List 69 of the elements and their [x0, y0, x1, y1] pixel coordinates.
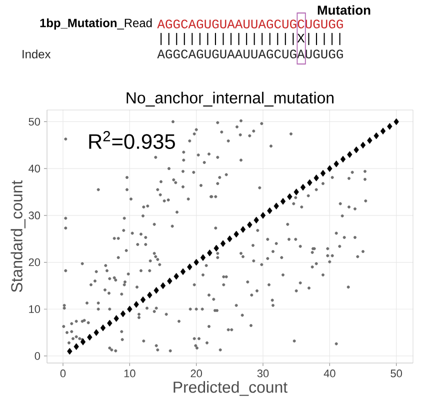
point — [327, 165, 332, 172]
point — [134, 301, 139, 308]
x-tick-label: 50 — [390, 370, 402, 378]
text: Mutation — [318, 5, 370, 15]
y-axis-title: Standard_count — [10, 180, 26, 292]
y-tick-label: 50 — [28, 118, 40, 126]
point — [294, 188, 299, 196]
point — [247, 221, 252, 228]
x-tick-label: 20 — [190, 370, 202, 378]
point — [254, 216, 259, 224]
point — [167, 278, 172, 284]
point — [114, 315, 119, 322]
point — [80, 338, 86, 346]
point — [194, 258, 199, 266]
point — [354, 146, 359, 154]
point — [174, 272, 179, 280]
x-axis-title: Predicted_count — [174, 381, 288, 396]
point — [94, 329, 99, 336]
text: 1bp_Mutation_Read — [40, 18, 152, 30]
point — [207, 250, 212, 256]
text: Index — [22, 50, 51, 58]
y-tick-label: 10 — [29, 305, 40, 314]
point — [287, 193, 292, 200]
point — [147, 292, 152, 298]
point — [300, 184, 306, 191]
point — [187, 264, 192, 270]
point — [274, 202, 279, 210]
y-tick-label: 0 — [34, 352, 40, 360]
point — [74, 343, 79, 350]
point — [340, 156, 346, 163]
point — [214, 244, 219, 252]
x-tick-label: 0 — [60, 370, 66, 378]
point — [320, 170, 326, 177]
point — [240, 226, 246, 233]
point — [260, 212, 266, 219]
y-tick-label: 40 — [28, 164, 40, 172]
point — [140, 296, 146, 304]
point — [127, 306, 132, 313]
point — [360, 142, 366, 149]
point — [67, 348, 72, 355]
point — [180, 268, 186, 276]
point — [387, 123, 392, 130]
point — [334, 160, 339, 168]
point — [100, 324, 106, 332]
x-tick-label: 40 — [324, 370, 336, 378]
point — [314, 174, 319, 182]
point — [280, 198, 286, 205]
point — [394, 118, 399, 126]
point — [374, 132, 379, 140]
point — [380, 128, 386, 134]
point — [120, 310, 126, 318]
point — [267, 207, 272, 214]
point — [200, 254, 206, 261]
point — [307, 179, 312, 186]
point — [107, 320, 112, 327]
annotation: R$^{2}$=0.935 — [89, 131, 175, 149]
point — [160, 282, 166, 290]
point — [367, 137, 372, 144]
point — [347, 151, 352, 158]
point — [220, 240, 226, 247]
y-tick-label: 20 — [28, 258, 40, 266]
point — [154, 286, 159, 294]
x-tick-label: 30 — [257, 370, 269, 378]
y-tick-label: 30 — [28, 212, 40, 220]
chart-title: No_anchor_internal_mutation — [126, 92, 334, 107]
x-tick-label: 10 — [124, 370, 136, 378]
point — [87, 334, 92, 341]
point — [234, 230, 239, 238]
point — [227, 235, 232, 242]
